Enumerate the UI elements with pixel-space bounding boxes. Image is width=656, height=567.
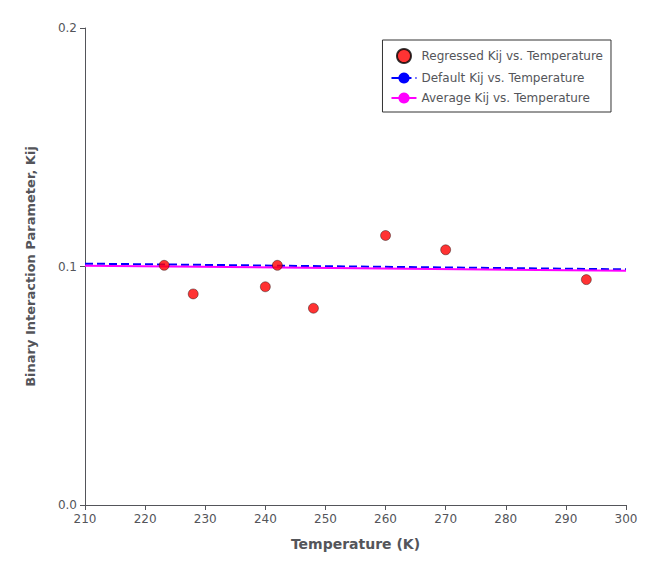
svg-text:Binary Interaction Parameter,: Binary Interaction Parameter, Kij bbox=[23, 146, 38, 387]
svg-text:250: 250 bbox=[314, 512, 337, 526]
svg-text:230: 230 bbox=[194, 512, 217, 526]
svg-text:270: 270 bbox=[434, 512, 457, 526]
svg-text:0.1: 0.1 bbox=[58, 260, 77, 274]
svg-text:220: 220 bbox=[134, 512, 157, 526]
svg-text:Default Kij vs. Temperature: Default Kij vs. Temperature bbox=[421, 71, 584, 85]
svg-text:Average Kij vs. Temperature: Average Kij vs. Temperature bbox=[421, 91, 589, 105]
svg-text:300: 300 bbox=[615, 512, 638, 526]
svg-text:280: 280 bbox=[494, 512, 517, 526]
svg-text:260: 260 bbox=[374, 512, 397, 526]
svg-text:0.2: 0.2 bbox=[58, 21, 77, 35]
svg-text:Temperature (K): Temperature (K) bbox=[291, 536, 420, 552]
svg-text:290: 290 bbox=[554, 512, 577, 526]
svg-text:Regressed Kij vs. Temperature: Regressed Kij vs. Temperature bbox=[421, 49, 603, 63]
svg-text:210: 210 bbox=[74, 512, 97, 526]
svg-text:240: 240 bbox=[254, 512, 277, 526]
svg-text:0.0: 0.0 bbox=[58, 498, 77, 512]
